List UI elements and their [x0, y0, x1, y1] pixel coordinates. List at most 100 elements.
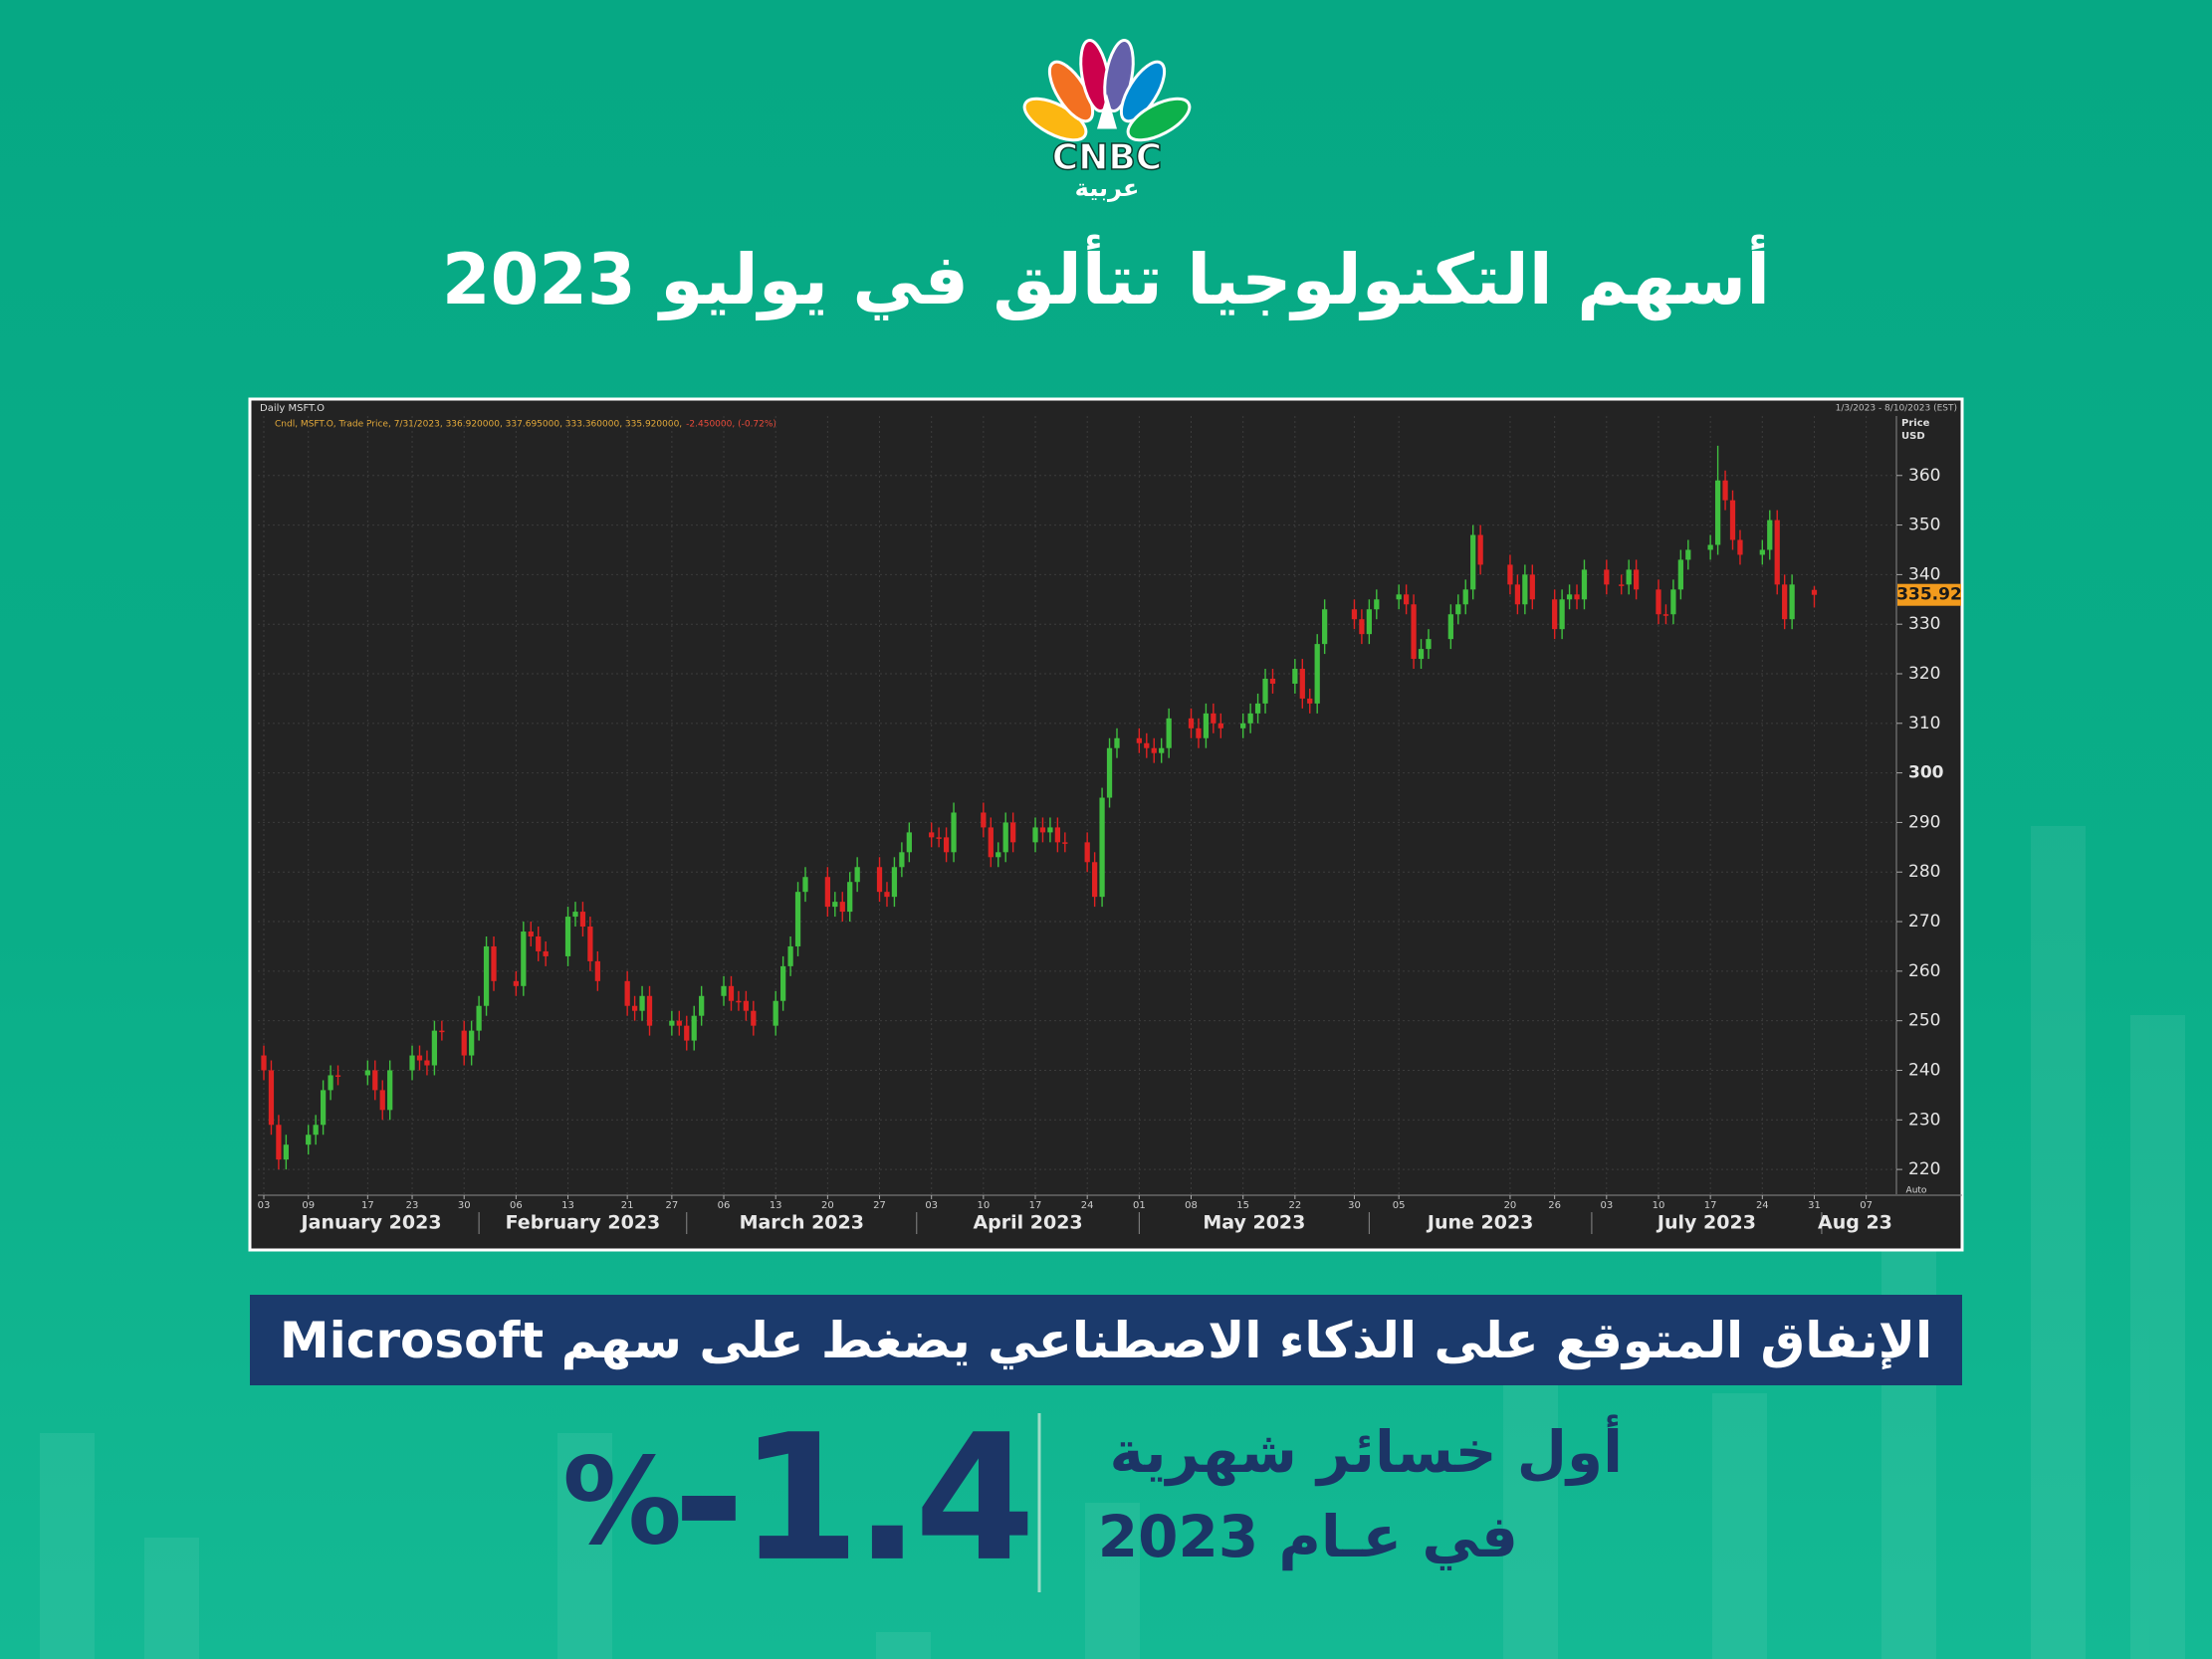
logo: CNBC عربية: [1022, 38, 1192, 202]
axis-mode: Auto: [1906, 1186, 1927, 1196]
candle-body: [1099, 797, 1105, 898]
candle-body: [1299, 669, 1305, 699]
candle-body: [1767, 519, 1773, 550]
candle-body: [1470, 534, 1476, 590]
x-tick-label: 20: [821, 1200, 834, 1211]
candle-body: [1619, 584, 1625, 586]
y-tick-label: 240: [1908, 1060, 1940, 1080]
candle-body: [1196, 727, 1202, 738]
candle-body: [1322, 609, 1328, 645]
x-tick-label: 27: [665, 1200, 678, 1211]
chart-title: Daily MSFT.O: [260, 403, 325, 414]
candle-body: [1737, 539, 1743, 555]
x-tick-label: 03: [925, 1200, 938, 1211]
candle-body: [899, 852, 905, 868]
x-tick-label: 05: [1393, 1200, 1406, 1211]
candle-body: [491, 945, 497, 981]
y-tick-label: 300: [1908, 763, 1944, 783]
candle-body: [988, 827, 994, 858]
candle-body: [439, 1030, 445, 1033]
y-tick-label: 330: [1908, 614, 1940, 634]
candle-body: [1722, 480, 1728, 501]
candle-body: [416, 1055, 423, 1061]
candle-body: [1626, 569, 1632, 585]
candle-body: [1114, 737, 1120, 748]
title: أسهم التكنولوجيا تتألق في يوليو 2023: [441, 239, 1771, 320]
candle-body: [1292, 669, 1298, 684]
candle-body: [1714, 480, 1721, 545]
candle-body: [1351, 609, 1358, 620]
candle-body: [787, 945, 793, 966]
month-label: March 2023: [740, 1212, 864, 1234]
month-label: January 2023: [300, 1212, 442, 1234]
x-tick-label: 10: [977, 1200, 990, 1211]
candle-body: [1062, 842, 1068, 844]
candle-body: [1203, 713, 1210, 738]
candle-body: [951, 812, 957, 853]
candle-body: [372, 1070, 378, 1091]
candle-body: [1566, 594, 1573, 600]
candle-body: [1418, 649, 1425, 660]
candle-body: [1559, 599, 1565, 630]
candle-body: [1522, 574, 1528, 605]
candle-body: [1462, 589, 1468, 605]
candle-body: [794, 892, 801, 946]
candle-body: [1529, 574, 1535, 600]
y-axis-label: Price: [1901, 418, 1930, 429]
candle-body: [379, 1090, 385, 1111]
month-label: July 2023: [1656, 1212, 1756, 1234]
candle-body: [461, 1030, 467, 1056]
candle-body: [1136, 737, 1142, 743]
candle-body: [751, 1010, 757, 1026]
candle-body: [1159, 747, 1165, 753]
candle-body: [669, 1020, 675, 1026]
candle-body: [929, 832, 935, 838]
candle-body: [1240, 723, 1246, 728]
candle-body: [1374, 599, 1380, 610]
candle-body: [1166, 718, 1172, 748]
candle-body: [884, 892, 890, 898]
candle-body: [1677, 559, 1683, 590]
candle-body: [891, 867, 898, 898]
x-tick-label: 31: [1808, 1200, 1821, 1211]
logo-text: CNBC: [1052, 137, 1162, 178]
candle-body: [1366, 609, 1372, 635]
candle-body: [564, 917, 571, 956]
candle-body: [1581, 569, 1588, 600]
x-tick-label: 06: [718, 1200, 731, 1211]
y-tick-label: 250: [1908, 1011, 1940, 1031]
candle-body: [1759, 549, 1765, 555]
last-price-box: [1897, 583, 1961, 606]
candle-body: [1604, 569, 1610, 585]
x-tick-label: 30: [458, 1200, 471, 1211]
last-price-label: 335.92: [1896, 585, 1962, 605]
candle-body: [1106, 747, 1113, 798]
candle-body: [736, 1000, 742, 1003]
candle-body: [1729, 500, 1736, 540]
month-label: February 2023: [506, 1212, 661, 1234]
candle-body: [773, 1000, 778, 1026]
candle-body: [676, 1020, 682, 1026]
candle-body: [1217, 723, 1223, 728]
candle-body: [1262, 678, 1268, 704]
candle-body: [469, 1030, 475, 1056]
x-tick-label: 24: [1081, 1200, 1094, 1211]
candle-body: [579, 912, 586, 928]
candle-body: [995, 852, 1001, 858]
candle-body: [1359, 619, 1365, 635]
candle-body: [824, 877, 830, 908]
candle-body: [1574, 594, 1580, 600]
candle-body: [513, 980, 519, 986]
candle-body: [1662, 614, 1669, 616]
x-tick-label: 03: [1600, 1200, 1613, 1211]
x-tick-label: 23: [406, 1200, 419, 1211]
candle-body: [1477, 534, 1483, 565]
candle-body: [832, 902, 838, 908]
candle-body: [409, 1055, 415, 1071]
candle-body: [306, 1135, 312, 1145]
candle-body: [1314, 644, 1320, 704]
legend-change: -2.450000, (-0.72%): [686, 420, 776, 430]
y-tick-label: 220: [1908, 1159, 1940, 1179]
